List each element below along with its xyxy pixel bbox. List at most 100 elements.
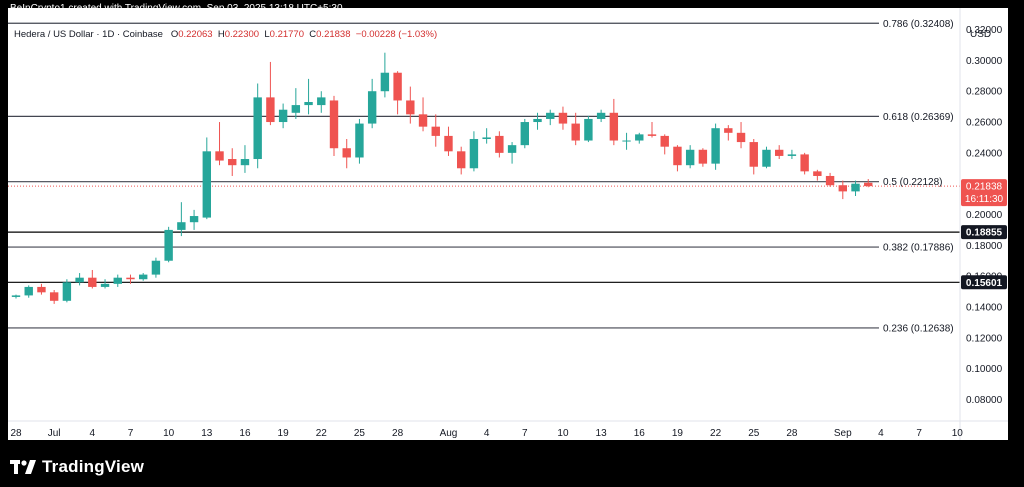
time-tick-label: 22: [710, 428, 722, 439]
time-tick-label: 19: [672, 428, 684, 439]
candle-body: [507, 145, 517, 153]
candle: [762, 146, 771, 169]
candle-body: [100, 283, 110, 287]
candle-body: [851, 183, 860, 192]
candle-body: [775, 149, 784, 156]
time-tick-label: 28: [392, 428, 404, 439]
price-axis[interactable]: 0.320000.300000.280000.260000.240000.220…: [959, 8, 1003, 440]
low-value: 0.21770: [269, 29, 304, 40]
candle: [75, 273, 84, 286]
time-tick-label: 28: [10, 428, 22, 439]
candle-body: [37, 286, 46, 293]
candle-body: [635, 134, 644, 141]
candle: [380, 52, 390, 98]
candle: [749, 138, 758, 175]
candle: [864, 179, 873, 188]
fib-levels: 0.786 (0.32408) 0.618 (0.26369) 0.5 (0.221…: [8, 16, 971, 334]
open-label: O: [170, 29, 179, 40]
candle-body: [685, 149, 695, 166]
candle: [317, 91, 326, 113]
candle-body: [444, 135, 453, 152]
candle-body: [533, 118, 542, 123]
price-tick-label: 0.28000: [966, 87, 1003, 98]
candle-body: [304, 102, 313, 106]
candle: [482, 128, 491, 144]
price-tick-label: 0.24000: [966, 148, 1003, 159]
close-value: 0.21838: [316, 29, 351, 40]
time-tick-label: 28: [786, 428, 798, 439]
current-price-tag: [961, 179, 1007, 207]
candle-body: [126, 277, 135, 280]
candle: [724, 125, 733, 141]
candle: [520, 118, 529, 149]
candle: [266, 61, 275, 126]
low-label: L: [264, 29, 270, 40]
tradingview-brand[interactable]: TradingView: [10, 456, 144, 478]
current-price-tag-label: 0.21838: [966, 182, 1003, 193]
candle: [825, 172, 835, 187]
candle-body: [189, 216, 199, 223]
time-tick-label: 4: [484, 428, 490, 439]
candle: [660, 134, 669, 155]
candle-body: [62, 282, 72, 301]
candle: [698, 148, 708, 167]
time-tick-label: 25: [354, 428, 366, 439]
candle-body: [253, 97, 262, 160]
candle: [431, 114, 440, 147]
candle: [711, 123, 720, 170]
candle-body: [558, 112, 568, 124]
time-tick-label: Jul: [48, 428, 61, 439]
candle-body: [139, 274, 148, 280]
candle: [685, 145, 695, 169]
time-axis[interactable]: 28 Jul 4 7 10 13 16 19 22 25 28 Aug 4 7 10 13 16 19 22 25 28…: [8, 420, 1008, 439]
candle: [228, 148, 237, 176]
tradingview-logo-icon: [10, 460, 36, 474]
price-line-tag-label: 0.18855: [966, 228, 1003, 239]
candle-body: [698, 149, 708, 164]
time-tick-label: 7: [522, 428, 528, 439]
candle-body: [749, 142, 758, 167]
candle: [202, 137, 211, 220]
candle-body: [457, 151, 466, 169]
candle-body: [266, 97, 275, 123]
high-label: H: [217, 29, 225, 40]
candle-body: [177, 222, 186, 230]
candle-body: [584, 118, 593, 141]
candle-body: [406, 100, 415, 115]
candle: [11, 294, 21, 299]
candle: [62, 279, 72, 303]
candle: [736, 122, 746, 149]
candle-body: [546, 112, 555, 119]
candle-body: [736, 132, 746, 143]
price-line-tag-label: 0.15601: [966, 278, 1003, 289]
candle: [215, 122, 224, 166]
candle: [278, 103, 288, 129]
candle: [635, 132, 644, 144]
open-value: 0.22063: [178, 29, 213, 40]
candle-body: [469, 138, 479, 169]
candle-body: [724, 128, 733, 133]
candlestick-chart[interactable]: 0.786 (0.32408) 0.618 (0.26369) 0.5 (0.221…: [8, 8, 1008, 440]
candle: [507, 142, 517, 164]
chart-panel[interactable]: Hedera / US Dollar · 1D · Coinbase O0.22…: [8, 8, 1008, 440]
candle: [164, 226, 173, 263]
candle: [37, 283, 46, 295]
candle: [406, 86, 415, 124]
change-value: −0.00228 (−1.03%): [355, 29, 438, 40]
candle: [775, 145, 784, 160]
candle-body: [380, 72, 390, 92]
fib-label-bg: [879, 109, 971, 123]
candle: [253, 83, 262, 169]
candle-body: [660, 135, 669, 147]
candle-body: [393, 72, 402, 101]
candle: [418, 97, 428, 132]
time-tick-label: 13: [596, 428, 608, 439]
fib-level-label: 0.382 (0.17886): [883, 243, 954, 254]
fib-label-bg: [879, 320, 971, 334]
price-tick-label: 0.18000: [966, 241, 1003, 252]
time-tick-label: 10: [557, 428, 569, 439]
candle: [469, 131, 479, 172]
candle: [24, 285, 33, 298]
brand-name: TradingView: [42, 457, 145, 476]
candle-body: [113, 277, 122, 284]
